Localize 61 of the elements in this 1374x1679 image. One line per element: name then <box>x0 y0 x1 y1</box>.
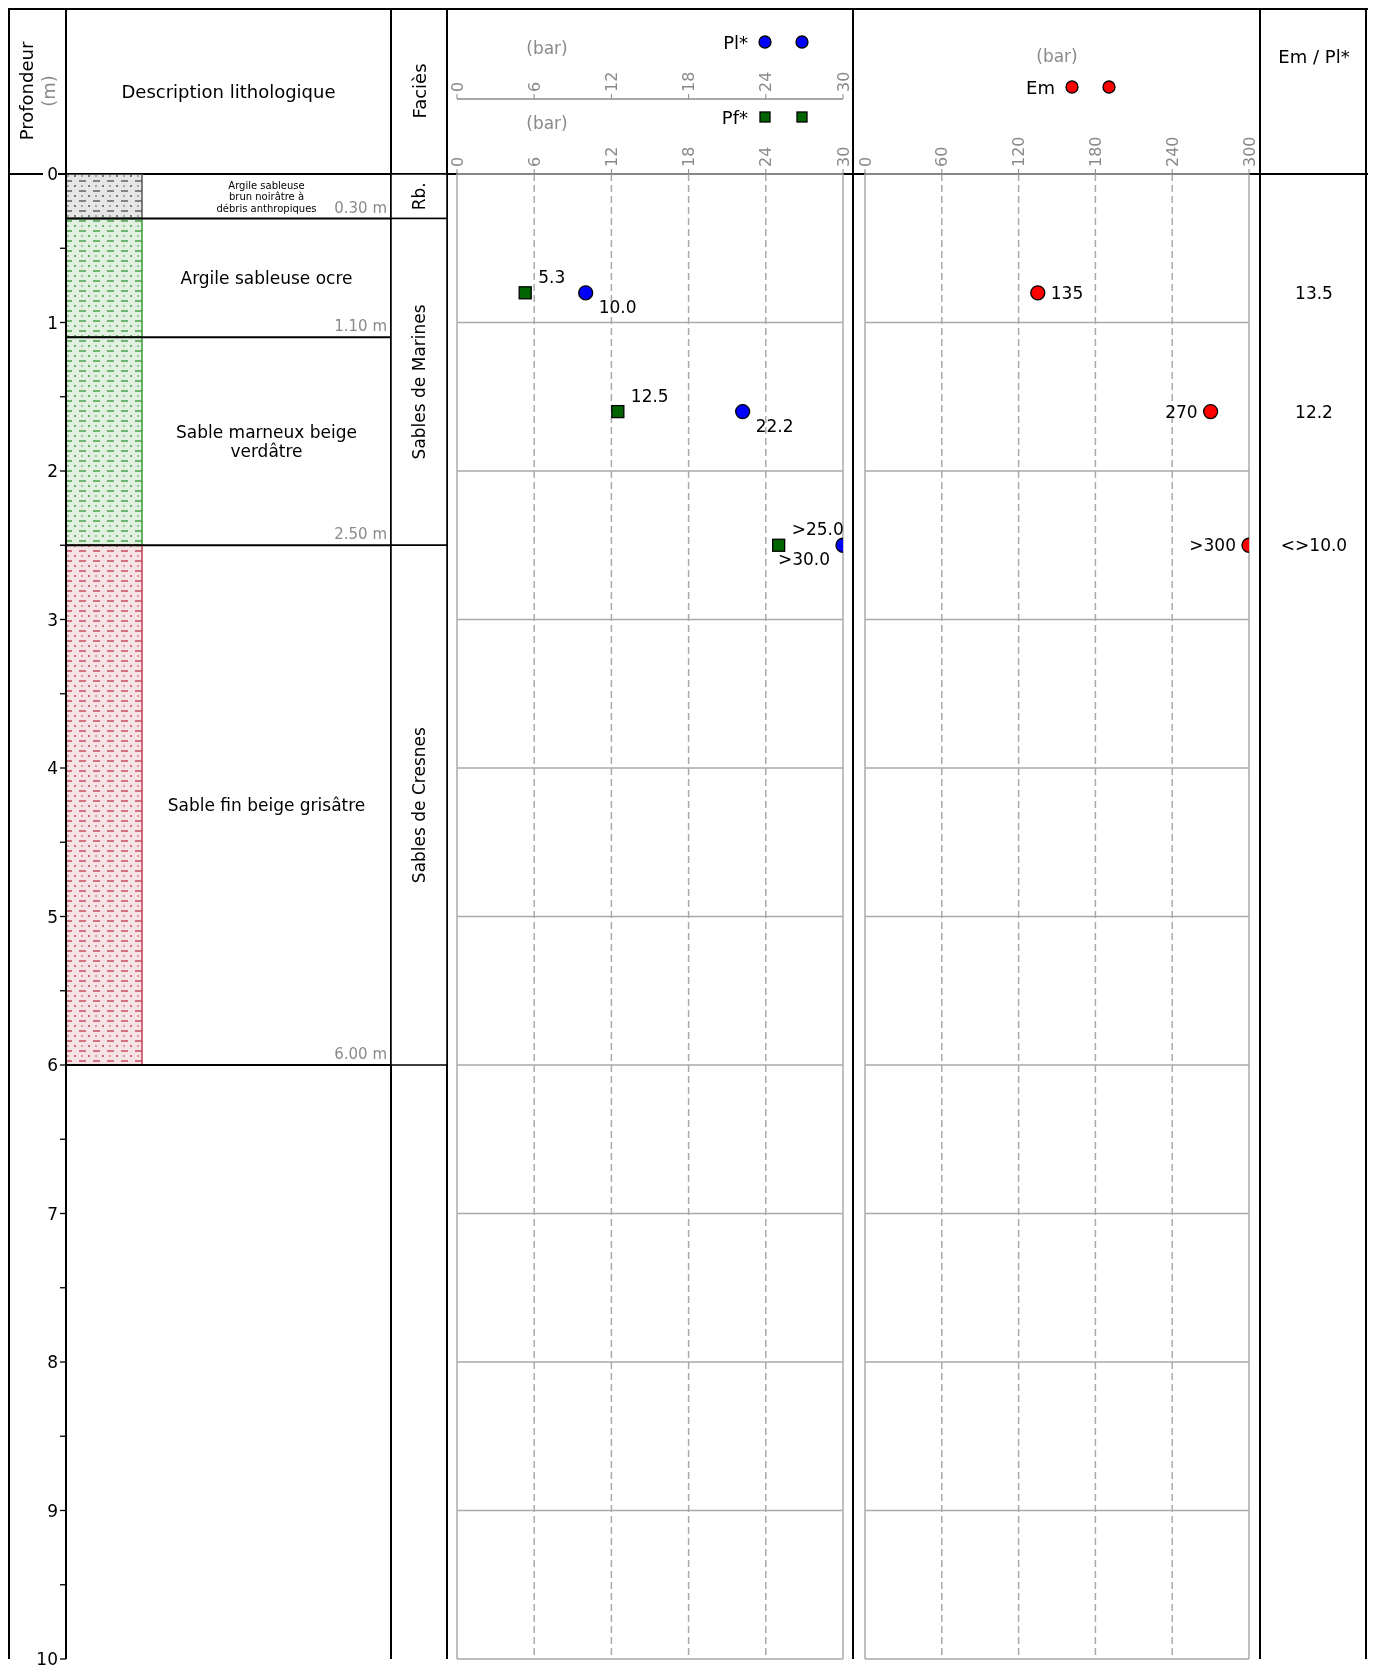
annotation: <>10.0 <box>1280 535 1348 556</box>
x-tick-label: 12 <box>601 146 621 167</box>
data-label: >30.0 <box>777 549 830 570</box>
y-tick-label: 9 <box>47 1500 58 1521</box>
data-label: 12.5 <box>630 385 669 406</box>
data-label: 270 <box>1165 401 1198 422</box>
data-label: >300 <box>1189 535 1236 556</box>
x-tick-label: 18 <box>679 146 699 167</box>
x-tick-label: 0 <box>855 156 875 167</box>
x2-tick-label: 12 <box>601 71 621 92</box>
x2-tick-label: 24 <box>756 71 776 92</box>
ref-line-label: 1.10 m <box>334 317 387 336</box>
x-axis-title: (bar) <box>526 38 568 58</box>
x-tick-label: 300 <box>1239 136 1259 167</box>
x-tick-label: 60 <box>932 146 952 167</box>
series-label: Sable fin beige grisâtre <box>167 795 366 816</box>
y-tick-label: 3 <box>47 609 58 630</box>
y-tick-label: 7 <box>47 1203 58 1224</box>
y-tick-label: 6 <box>47 1055 58 1075</box>
text: Sable marneux beige verdâtre <box>176 421 357 462</box>
data-label: 5.3 <box>538 266 566 287</box>
text: Argile sableuse brun noirâtre à débris anthropiques <box>216 179 317 214</box>
ref-line-label: 2.50 m <box>334 525 387 544</box>
series-label: Sables de Cresnes <box>409 726 429 884</box>
x2-tick-label: 0 <box>447 81 467 92</box>
x-tick-label: 120 <box>1009 136 1029 167</box>
x-tick-label: 240 <box>1162 136 1182 167</box>
ref-line-label: 0.30 m <box>334 198 387 217</box>
x2-tick-label: 30 <box>833 71 853 92</box>
text: Em / Pl* <box>1278 45 1350 67</box>
data-label: 135 <box>1050 282 1084 303</box>
legend-label: Pl* <box>723 31 748 53</box>
annotation: 12.2 <box>1295 401 1333 422</box>
x-tick-label: 6 <box>524 156 544 167</box>
legend-label: Pf* <box>721 106 748 128</box>
y-tick-label: 8 <box>47 1352 58 1372</box>
y-axis-title: Profondeur (m) <box>15 41 59 141</box>
y-tick-label: 2 <box>47 461 58 481</box>
data-label: >25.0 <box>791 519 844 540</box>
y-tick-label: 5 <box>47 906 58 927</box>
y-tick-label: 1 <box>47 312 58 333</box>
data-label: 10.0 <box>598 296 637 317</box>
x-tick-label: 30 <box>833 146 853 167</box>
text: Description lithologique <box>121 80 336 102</box>
x-tick-label: 180 <box>1085 136 1105 167</box>
series-label: Rb. <box>409 182 429 211</box>
x-axis-title: (bar) <box>1036 46 1078 66</box>
x-tick-label: 24 <box>756 146 776 167</box>
x-tick-label: 0 <box>447 156 467 167</box>
x2-tick-label: 18 <box>679 71 699 92</box>
annotation: 13.5 <box>1295 282 1333 303</box>
x2-tick-label: 6 <box>524 81 544 92</box>
x2-axis-title: (bar) <box>526 113 568 133</box>
ref-line-label: 6.00 m <box>334 1045 387 1063</box>
text: Argile sableuse ocre <box>180 267 353 288</box>
data-label: 22.2 <box>755 415 794 436</box>
chart-title: Faciès <box>408 63 430 119</box>
legend-label: Em <box>1026 76 1055 98</box>
series-label: Sables de Marines <box>409 304 429 460</box>
y-tick-label: 10 <box>36 1649 58 1669</box>
y-tick-label: 4 <box>47 758 58 778</box>
